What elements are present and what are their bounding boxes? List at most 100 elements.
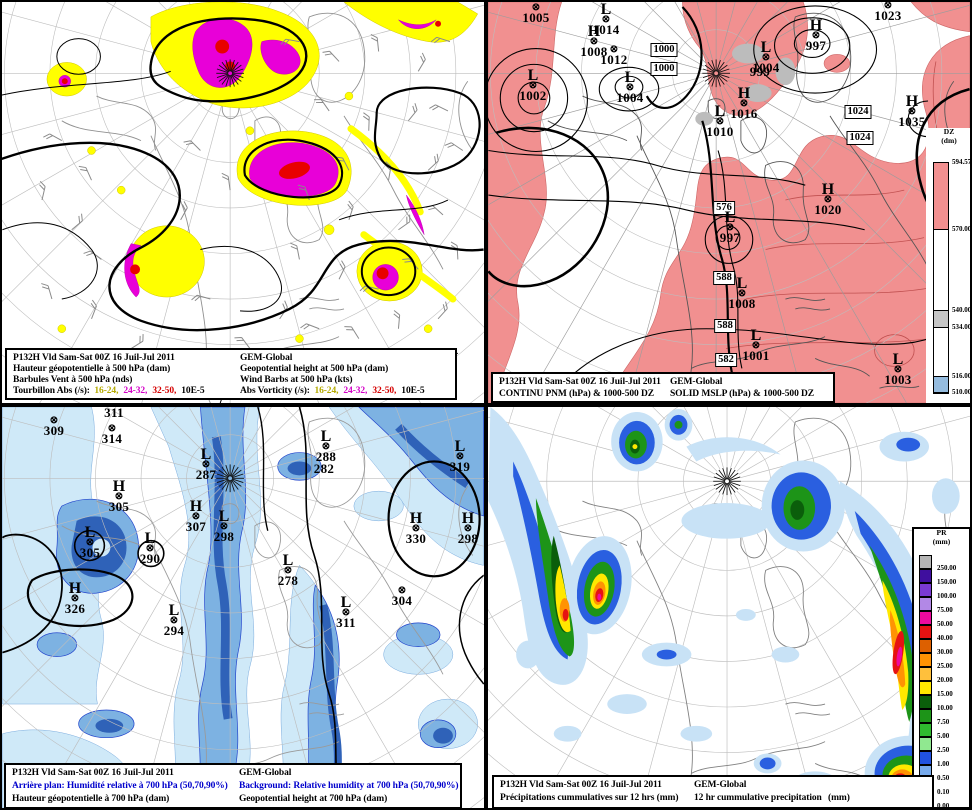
field-label-fr: Précipitations cummulatives sur 12 hrs (… — [500, 793, 679, 803]
pr-tick-label: 100.00 — [937, 592, 957, 600]
wind-barbs — [39, 33, 464, 349]
pr-color-segment — [919, 597, 932, 611]
vorticity-key-fr: Tourbillon Abs (/s): 16-24, 24-32, 32-50, 1… — [13, 386, 205, 396]
pr-tick-label: 15.00 — [937, 690, 953, 698]
vorticity-range-key: 32-50, — [372, 386, 397, 396]
panel-vorticity-500: P132H Vld Sam-Sat 00Z 16 Juil-Jul 2011 GE… — [0, 0, 486, 405]
product-id: P132H Vld Sam-Sat 00Z 16 Juil-Jul 2011 — [12, 768, 174, 778]
isobars-warm — [725, 61, 947, 367]
pr-color-segment — [919, 653, 932, 667]
colorbar-pr-bar — [919, 555, 932, 807]
pr-tick-label: 0.50 — [937, 774, 950, 782]
field-label-en: SOLID MSLP (hPa) & 1000-500 DZ — [670, 389, 814, 399]
pr-tick-label: 20.00 — [937, 676, 953, 684]
pr-color-segment — [919, 681, 932, 695]
pr-tick-label: 10.00 — [937, 704, 953, 712]
pr-tick-label: 50.00 — [937, 620, 953, 628]
pr-color-segment — [919, 737, 932, 751]
colorbar-dz-bar — [933, 162, 949, 394]
height-label-en: Geopotential height at 700 hPa (dam) — [239, 794, 388, 804]
field-label-en: 12 hr cummulative precipitation — [694, 793, 822, 803]
vorticity-shading-32-50 — [61, 20, 442, 280]
pr-tick-label: 150.00 — [937, 578, 957, 586]
legend-rh-700: P132H Vld Sam-Sat 00Z 16 Juil-Jul 2011 GE… — [4, 763, 462, 808]
pr-tick-label: 25.00 — [937, 662, 953, 670]
dz-tick-label: 570.00 — [952, 224, 972, 233]
colorbar-pr: PR (mm) 250.00 150.00 100.00 75.00 50.00 40.0… — [912, 527, 970, 810]
panel-mslp-thickness: ⊗ 1005 L ⊗ 1014 H ⊗ 1008 ⊗ 1012 1000 1000 L ⊗ 1002 L ⊗ 10… — [486, 0, 972, 405]
pr-color-segment — [919, 751, 932, 765]
dz-color-segment — [934, 327, 948, 377]
pr-color-segment — [919, 695, 932, 709]
dz-color-segment — [934, 311, 948, 328]
pr-tick-label: 75.00 — [937, 606, 953, 614]
colorbar-pr-title: PR — [936, 528, 947, 537]
pr-color-segment — [919, 583, 932, 597]
vorticity-range-key: 32-50, — [152, 386, 177, 396]
dz-tick-label: 510.00 — [952, 388, 972, 396]
map-rh-700 — [2, 407, 484, 808]
pr-tick-label: 0.10 — [937, 788, 950, 796]
product-id: P132H Vld Sam-Sat 00Z 16 Juil-Jul 2011 — [13, 353, 175, 363]
model-name: GEM-Global — [239, 768, 292, 778]
rh-label-en: Background: Relative humidity at 700 hPa… — [239, 781, 459, 791]
map-precip-12h — [488, 407, 970, 808]
product-id: P132H Vld Sam-Sat 00Z 16 Juil-Jul 2011 — [500, 780, 662, 790]
barbs-label-en: Wind Barbs at 500 hPa (kts) — [240, 375, 353, 385]
pr-tick-label: 2.50 — [937, 746, 950, 754]
model-name: GEM-Global — [240, 353, 293, 363]
pr-color-segment — [919, 723, 932, 737]
field-label-en: Geopotential height at 500 hPa (dam) — [240, 364, 389, 374]
dz-tick-label: 540.00 — [952, 306, 972, 315]
panel-precip-12h: PR (mm) 250.00 150.00 100.00 75.00 50.00 40.0… — [486, 405, 972, 810]
legend-500-vorticity: P132H Vld Sam-Sat 00Z 16 Juil-Jul 2011 GE… — [5, 348, 457, 400]
thickness-shading-warm — [488, 2, 970, 403]
field-label-fr: CONTINU PNM (hPa) & 1000-500 DZ — [499, 389, 654, 399]
vorticity-range-key: 24-32, — [123, 386, 148, 396]
height-label-fr: Hauteur géopotentielle à 700 hPa (dam) — [12, 794, 170, 804]
pr-tick-label: 7.50 — [937, 718, 950, 726]
pr-tick-label: 0.00 — [937, 802, 950, 810]
pr-color-segment — [919, 667, 932, 681]
pr-color-segment — [919, 709, 932, 723]
colorbar-dz-unit: (dm) — [941, 136, 957, 145]
legend-mslp: P132H Vld Sam-Sat 00Z 16 Juil-Jul 2011 GE… — [491, 372, 835, 403]
model-name: GEM-Global — [694, 780, 747, 790]
rh-label-fr: Arrière plan: Humidité relative à 700 hP… — [12, 781, 228, 791]
panel-rh-700: ⊗ 309 311 ⊗ 314 H ⊗ 305 L ⊗ 305 L ⊗ 290 H ⊗ 307 L ⊗ 298 L ⊗ 28… — [0, 405, 486, 810]
map-mslp-thickness — [488, 2, 970, 403]
map-500-vorticity — [2, 2, 484, 403]
model-name: GEM-Global — [670, 377, 723, 387]
legend-precip: P132H Vld Sam-Sat 00Z 16 Juil-Jul 2011 GE… — [492, 775, 934, 808]
pr-tick-label: 40.00 — [937, 634, 953, 642]
vorticity-range-key: 16-24, — [94, 386, 119, 396]
stipple-shading — [695, 43, 796, 126]
dz-tick-label: 516.00 — [952, 371, 972, 380]
product-id: P132H Vld Sam-Sat 00Z 16 Juil-Jul 2011 — [499, 377, 661, 387]
dz-color-segment — [934, 163, 948, 230]
pr-tick-label: 5.00 — [937, 732, 950, 740]
pr-color-segment — [919, 569, 932, 583]
colorbar-pr-unit: (mm) — [932, 537, 951, 546]
pr-color-segment — [919, 555, 932, 569]
pr-color-segment — [919, 625, 932, 639]
dz-color-segment — [934, 376, 948, 393]
pr-tick-label: 250.00 — [937, 564, 957, 572]
dz-tick-label: 534.00 — [952, 322, 972, 331]
pr-tick-label: 1.00 — [937, 760, 950, 768]
pr-color-segment — [919, 639, 932, 653]
dz-tick-label: 594.57 — [952, 158, 972, 166]
vorticity-range-key: 16-24, — [314, 386, 339, 396]
vorticity-range-key: 24-32, — [343, 386, 368, 396]
colorbar-dz-title: DZ — [943, 127, 955, 136]
dz-color-segment — [934, 229, 948, 312]
pr-color-segment — [919, 611, 932, 625]
field-label-fr: Hauteur géopotentielle à 500 hPa (dam) — [13, 364, 171, 374]
vorticity-key-en: Abs Vorticity (/s): 16-24, 24-32, 32-50, 10… — [240, 386, 425, 396]
pr-tick-label: 30.00 — [937, 648, 953, 656]
field-unit-en: (mm) — [828, 793, 850, 803]
height-contours-700 — [2, 407, 484, 808]
colorbar-dz: DZ (dm) 594.57 570.00 540.00 534.00 516.00 51… — [926, 127, 972, 403]
barbs-label-fr: Barbules Vent à 500 hPa (nds) — [13, 375, 133, 385]
